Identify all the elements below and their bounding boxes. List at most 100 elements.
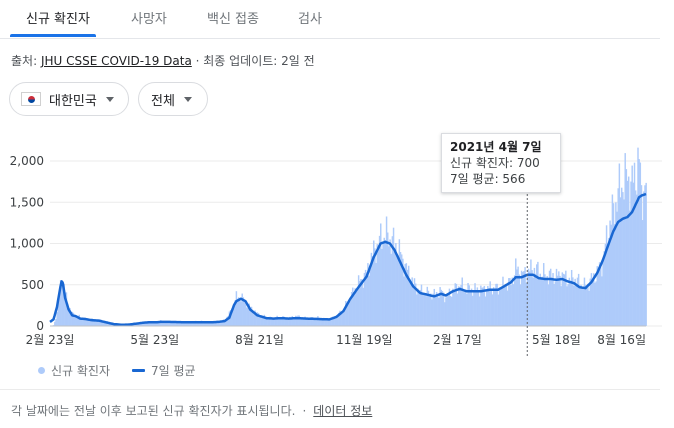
- case-bar: [251, 311, 254, 326]
- case-bar: [244, 300, 247, 326]
- case-bar: [539, 273, 541, 326]
- case-bar: [640, 185, 643, 326]
- case-bar: [329, 318, 332, 326]
- case-bar: [161, 320, 163, 326]
- case-bar: [58, 291, 61, 326]
- case-bar: [226, 316, 228, 326]
- case-bar: [208, 321, 211, 326]
- case-bar: [566, 286, 568, 326]
- case-bar: [327, 320, 330, 326]
- case-bar: [639, 162, 642, 326]
- case-bar: [257, 313, 260, 326]
- case-bar: [473, 290, 475, 326]
- case-bar: [431, 299, 433, 326]
- legend-line-label: 7일 평균: [151, 364, 196, 378]
- case-bar: [101, 321, 104, 326]
- case-bar: [440, 289, 443, 326]
- case-bar: [392, 227, 395, 326]
- case-bar: [411, 277, 413, 326]
- case-bar: [317, 316, 319, 326]
- case-bar: [513, 275, 516, 326]
- case-bar: [325, 318, 327, 326]
- case-bar: [324, 318, 326, 326]
- case-bar: [645, 182, 647, 326]
- data-info-link[interactable]: 데이터 정보: [313, 404, 373, 418]
- case-bar: [281, 318, 283, 326]
- case-bar: [396, 256, 398, 326]
- case-bar: [523, 271, 525, 326]
- legend-line-marker: [132, 369, 146, 372]
- case-bar: [580, 284, 582, 326]
- source-link[interactable]: JHU CSSE COVID-19 Data: [40, 54, 192, 68]
- tab-vaccinations[interactable]: 백신 접종: [207, 12, 259, 27]
- case-bar: [272, 318, 275, 326]
- case-bar: [269, 316, 271, 326]
- case-bar: [360, 279, 362, 326]
- case-bar: [498, 288, 501, 326]
- case-bar: [481, 287, 483, 326]
- case-bar: [420, 284, 423, 326]
- case-bar: [311, 317, 313, 326]
- case-bar: [215, 320, 218, 326]
- case-bar: [207, 321, 210, 326]
- case-bar: [633, 162, 636, 326]
- country-filter-dropdown[interactable]: 대한민국: [9, 82, 129, 116]
- tab-new-cases[interactable]: 신규 확진자: [26, 12, 90, 27]
- case-bar: [221, 320, 224, 326]
- case-bar: [434, 295, 437, 326]
- legend-bar-label: 신규 확진자: [51, 364, 111, 378]
- case-bar: [63, 283, 65, 326]
- tab-tests[interactable]: 검사: [298, 12, 322, 27]
- case-bar: [198, 321, 200, 326]
- case-bar: [424, 293, 426, 326]
- case-bar: [206, 321, 209, 326]
- case-bar: [414, 283, 417, 326]
- case-bar: [76, 316, 78, 326]
- case-bar: [560, 286, 562, 326]
- case-bar: [173, 321, 176, 326]
- case-bar: [624, 153, 626, 326]
- scope-filter-dropdown[interactable]: 전체: [138, 82, 208, 116]
- case-bar: [553, 283, 555, 326]
- case-bar: [255, 312, 257, 326]
- case-bar: [90, 319, 92, 326]
- case-bar: [279, 317, 282, 326]
- case-bar: [62, 281, 64, 326]
- case-bar: [400, 254, 403, 326]
- case-bar: [517, 266, 519, 326]
- y-tick-label: 500: [21, 278, 44, 292]
- case-bar: [310, 317, 312, 326]
- case-bar: [383, 237, 385, 326]
- case-bar: [197, 321, 199, 326]
- case-bar: [380, 223, 382, 326]
- case-bar: [518, 274, 520, 326]
- case-bar: [403, 276, 405, 326]
- cases-chart[interactable]: 0 500 1,000 1,500 2,000 2월 23일 5월 23일 8월 21일 11월…: [0, 128, 674, 358]
- case-bar: [602, 258, 604, 326]
- case-bar: [485, 290, 488, 326]
- case-bar: [321, 319, 324, 326]
- case-bar: [227, 316, 229, 326]
- case-bar: [430, 293, 432, 326]
- y-tick-label: 1,000: [10, 237, 44, 251]
- case-bar: [505, 285, 508, 326]
- case-bar: [542, 263, 545, 326]
- case-bar: [593, 273, 595, 326]
- case-bar: [366, 272, 368, 326]
- case-bar: [170, 322, 172, 326]
- case-bar: [437, 296, 439, 326]
- case-bar: [477, 292, 480, 326]
- tab-deaths[interactable]: 사망자: [131, 12, 167, 27]
- case-bar: [175, 320, 177, 326]
- case-bar: [108, 323, 111, 326]
- case-bar: [309, 319, 311, 326]
- case-bar: [222, 319, 225, 326]
- case-bar: [318, 317, 320, 326]
- footer-divider: [0, 389, 660, 390]
- case-bar: [565, 270, 567, 326]
- case-bar: [333, 317, 335, 326]
- case-bar: [57, 302, 60, 326]
- case-bar: [326, 318, 328, 326]
- case-bar: [419, 289, 422, 326]
- case-bar: [508, 278, 510, 326]
